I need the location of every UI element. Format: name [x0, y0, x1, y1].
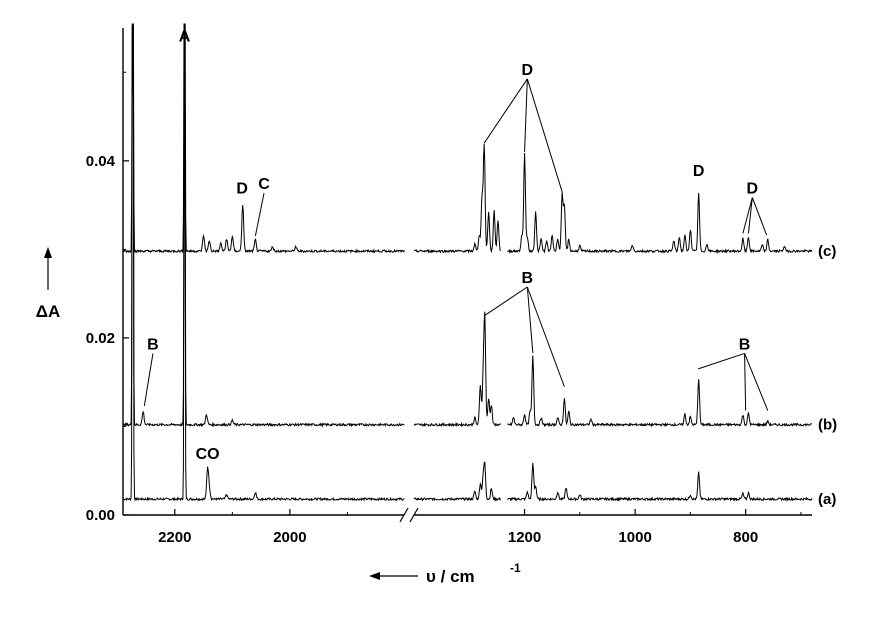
- peak-annotation: CO: [196, 446, 220, 463]
- annotation-pointer: [526, 286, 534, 354]
- axis-break-mark: [409, 507, 419, 523]
- axis-break-mark: [399, 507, 409, 523]
- x-tick-label: 1000: [618, 529, 651, 546]
- series-trace-a: [122, 23, 813, 502]
- peak-annotation: D: [522, 62, 534, 79]
- peak-annotation: C: [258, 176, 270, 193]
- annotation-pointer: [526, 78, 563, 192]
- trace-label: (a): [818, 491, 836, 508]
- series-trace-c: [122, 23, 813, 254]
- annotation-pointer: [697, 352, 745, 370]
- annotation-pointer: [524, 78, 528, 152]
- y-tick-label: 0.02: [86, 330, 115, 347]
- x-tick-label: 2200: [158, 529, 191, 546]
- annotation-pointer: [483, 78, 528, 144]
- trace-labels: (a) (b) (c): [818, 243, 837, 508]
- peak-annotation: B: [522, 270, 534, 287]
- x-axis-title-superscript: -1: [510, 561, 521, 575]
- annotation-pointer: [483, 286, 528, 317]
- trace-label: (b): [818, 417, 837, 434]
- peak-annotation: D: [236, 181, 248, 198]
- trace-label: (c): [818, 243, 836, 260]
- y-axis-title: ΔA: [36, 302, 61, 321]
- peak-annotation: B: [739, 336, 751, 353]
- annotation-pointer: [254, 193, 265, 237]
- series-trace-b: [122, 23, 813, 428]
- x-axis-arrowhead: [369, 572, 380, 580]
- axes: [122, 28, 812, 523]
- axis-titles: ΔA υ / cm -1: [36, 247, 521, 586]
- peak-annotation: A: [179, 28, 191, 45]
- x-axis-title: υ / cm: [426, 567, 475, 586]
- annotation-pointer: [742, 197, 753, 234]
- annotation-pointer: [744, 353, 769, 411]
- ticks: 0.00 0.02 0.04 2200 2000 1200 1000 800: [86, 71, 802, 546]
- x-tick-label: 1200: [508, 529, 541, 546]
- annotation-pointer: [747, 197, 753, 234]
- y-axis-arrowhead: [44, 247, 52, 258]
- annotation-pointer: [526, 286, 565, 387]
- annotation-pointer: [744, 353, 747, 411]
- x-tick-label: 800: [733, 529, 758, 546]
- peak-annotation: D: [747, 181, 759, 198]
- y-tick-label: 0.04: [86, 153, 116, 170]
- annotation-pointer: [751, 197, 768, 236]
- peak-annotation: B: [147, 336, 159, 353]
- x-tick-label: 2000: [273, 529, 306, 546]
- traces: [122, 23, 813, 502]
- peak-annotation: D: [693, 163, 705, 180]
- y-tick-label: 0.00: [86, 507, 115, 524]
- annotation-pointer: [143, 353, 154, 407]
